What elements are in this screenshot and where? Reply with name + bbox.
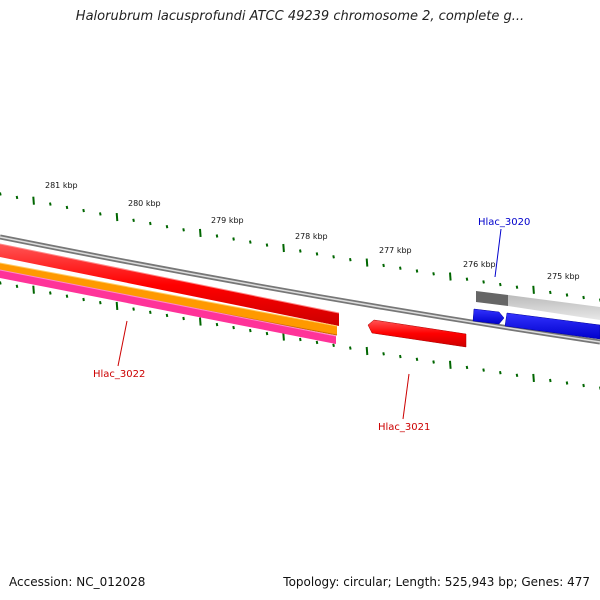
minor-tick [82, 208, 85, 213]
minor-tick [582, 295, 585, 300]
major-tick [449, 360, 452, 369]
major-tick [199, 228, 202, 237]
minor-tick [299, 337, 302, 342]
major-tick [365, 258, 369, 267]
minor-tick [249, 240, 252, 244]
major-tick [365, 346, 369, 356]
backbone [0, 234, 600, 345]
minor-tick [232, 237, 235, 241]
minor-tick [465, 365, 469, 370]
minor-tick [415, 269, 419, 273]
minor-tick [165, 313, 169, 318]
scale-label: 280 kbp [128, 199, 161, 208]
minor-tick [49, 291, 52, 295]
minor-tick [82, 297, 85, 302]
minor-tick [582, 383, 585, 388]
minor-tick [565, 381, 569, 385]
gene-track-gray-right [476, 291, 600, 320]
minor-tick [432, 272, 435, 276]
minor-tick [499, 371, 502, 375]
minor-tick [399, 354, 402, 359]
minor-tick [265, 243, 269, 247]
major-tick [199, 317, 202, 326]
minor-tick [382, 352, 385, 356]
minor-tick [565, 293, 569, 297]
gene-label-hlac-3022[interactable]: Hlac_3022 [93, 369, 145, 380]
minor-tick [99, 301, 102, 305]
major-tick [532, 373, 535, 382]
minor-tick [15, 195, 19, 200]
major-tick [532, 285, 535, 294]
scale-label: 281 kbp [45, 181, 78, 190]
minor-tick [499, 282, 502, 287]
minor-tick [382, 263, 385, 268]
accession-label: Accession: NC_012028 [9, 575, 146, 589]
gene-label-hlac-3021[interactable]: Hlac_3021 [378, 422, 430, 433]
major-tick [115, 213, 119, 222]
minor-tick [0, 281, 2, 285]
outer-scale-ticks [0, 192, 600, 302]
scale-label: 276 kbp [463, 260, 496, 269]
minor-tick [182, 228, 185, 232]
minor-tick [215, 322, 219, 327]
minor-tick [332, 343, 335, 347]
minor-tick [465, 277, 469, 281]
map-title: Halorubrum lacusprofundi ATCC 49239 chro… [75, 9, 525, 24]
minor-tick [132, 218, 135, 222]
scale-labels: 281 kbp 280 kbp 279 kbp 278 kbp 277 kbp … [45, 181, 580, 281]
minor-tick [415, 357, 419, 361]
scale-label: 275 kbp [547, 272, 580, 281]
callout-lines [117, 228, 502, 420]
minor-tick [315, 340, 319, 345]
minor-tick [399, 266, 402, 270]
minor-tick [432, 360, 435, 364]
gene-label-hlac-3020[interactable]: Hlac_3020 [478, 217, 530, 228]
gene-track-red-left [0, 243, 340, 326]
scale-label: 278 kbp [295, 232, 328, 241]
scale-label: 277 kbp [379, 246, 412, 255]
minor-tick [349, 258, 352, 262]
minor-tick [482, 280, 485, 284]
major-tick [32, 285, 35, 294]
gene-hlac-3020-feature[interactable] [472, 308, 600, 340]
gene-track-orange [0, 262, 338, 336]
minor-tick [232, 325, 235, 330]
minor-tick [0, 192, 2, 196]
minor-tick [299, 249, 302, 253]
minor-tick [332, 255, 335, 259]
gene-hlac-3021-feature[interactable] [367, 319, 467, 348]
minor-tick [549, 378, 552, 383]
minor-tick [315, 252, 319, 256]
major-tick [282, 243, 285, 253]
minor-tick [265, 331, 269, 336]
minor-tick [65, 205, 69, 210]
minor-tick [149, 310, 152, 314]
minor-tick [65, 294, 69, 298]
minor-tick [15, 284, 19, 288]
minor-tick [249, 328, 252, 333]
minor-tick [182, 316, 185, 321]
major-tick [282, 332, 285, 341]
inner-scale-ticks [0, 281, 600, 390]
minor-tick [515, 285, 519, 289]
minor-tick [165, 225, 169, 229]
minor-tick [515, 373, 519, 377]
minor-tick [549, 290, 552, 295]
genome-summary: Topology: circular; Length: 525,943 bp; … [283, 575, 590, 589]
minor-tick [349, 346, 352, 350]
minor-tick [482, 368, 485, 372]
minor-tick [149, 221, 152, 226]
scale-label: 279 kbp [211, 216, 244, 225]
minor-tick [132, 307, 135, 311]
minor-tick [215, 234, 219, 238]
minor-tick [49, 202, 52, 206]
major-tick [32, 196, 35, 205]
major-tick [115, 301, 119, 310]
major-tick [449, 272, 452, 281]
gene-track-pink [0, 269, 337, 344]
minor-tick [99, 212, 102, 216]
